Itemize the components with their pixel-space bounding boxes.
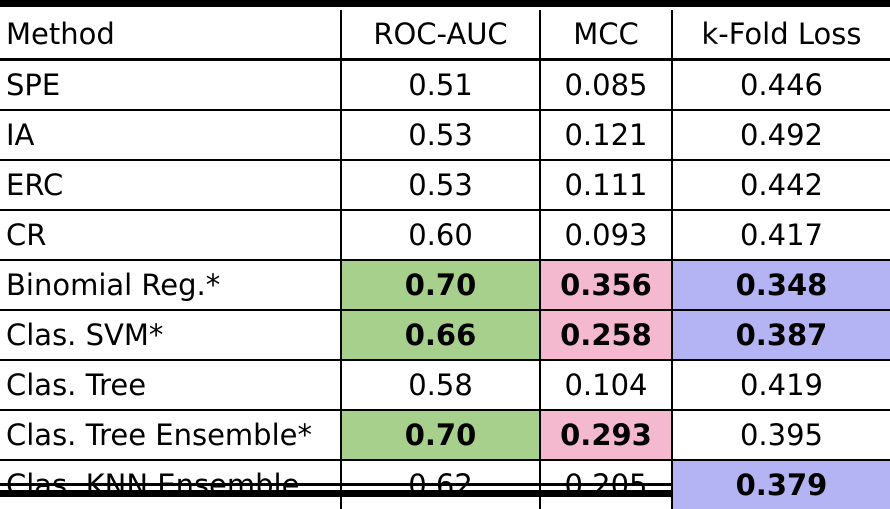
- table-row: Binomial Reg.* 0.70 0.356 0.348: [0, 259, 890, 310]
- kfold-cell-best: 0.348: [671, 259, 890, 310]
- kfold-cell: 0.492: [671, 109, 890, 160]
- kfold-cell: 0.417: [671, 209, 890, 260]
- kfold-cell: 0.395: [671, 409, 890, 460]
- mcc-cell-best: 0.258: [539, 309, 672, 360]
- method-cell: SPE: [6, 68, 61, 102]
- table-row: ERC 0.53 0.111 0.442: [0, 159, 890, 210]
- roc-auc-cell-best: 0.70: [340, 259, 540, 310]
- method-cell: IA: [0, 109, 341, 160]
- roc-auc-cell: 0.62: [340, 459, 540, 509]
- kfold-cell-best: 0.387: [671, 309, 890, 360]
- roc-auc-cell: 0.60: [340, 209, 540, 260]
- mcc-cell: 0.121: [539, 109, 672, 160]
- mcc-cell-best: 0.293: [539, 409, 672, 460]
- roc-auc-cell-best: 0.70: [340, 409, 540, 460]
- method-cell: Clas. Tree: [0, 359, 341, 410]
- header-roc-auc: ROC-AUC: [340, 10, 540, 58]
- table-row: Clas. Tree Ensemble* 0.70 0.293 0.395: [0, 409, 890, 460]
- method-cell: Clas. SVM*: [0, 309, 341, 360]
- roc-auc-cell: 0.51: [340, 58, 540, 110]
- mcc-cell: 0.111: [539, 159, 672, 210]
- mcc-cell: 0.093: [539, 209, 672, 260]
- header-method: Method: [6, 17, 115, 51]
- mcc-cell-best: 0.356: [539, 259, 672, 310]
- table-row: SPE 0.51 0.085 0.446: [0, 58, 890, 110]
- kfold-cell: 0.419: [671, 359, 890, 410]
- table-row: Clas. KNN Ensemble 0.62 0.205 0.379: [0, 459, 890, 509]
- mcc-cell: 0.085: [539, 58, 672, 110]
- table-row: Clas. SVM* 0.66 0.258 0.387: [0, 309, 890, 360]
- top-rule: [0, 0, 890, 7]
- kfold-cell: 0.446: [671, 58, 890, 110]
- roc-auc-cell-best: 0.66: [340, 309, 540, 360]
- header-row: Method ROC-AUC MCC k-Fold Loss: [0, 10, 890, 58]
- table-row: IA 0.53 0.121 0.492: [0, 109, 890, 160]
- method-cell: Clas. KNN Ensemble: [0, 459, 341, 509]
- roc-auc-cell: 0.58: [340, 359, 540, 410]
- kfold-cell: 0.442: [671, 159, 890, 210]
- table-row: Clas. Tree 0.58 0.104 0.419: [0, 359, 890, 410]
- method-cell: Binomial Reg.*: [0, 259, 341, 310]
- roc-auc-cell: 0.53: [340, 109, 540, 160]
- mcc-cell: 0.104: [539, 359, 672, 410]
- mcc-cell: 0.205: [539, 459, 672, 509]
- table-row: CR 0.60 0.093 0.417: [0, 209, 890, 260]
- roc-auc-cell: 0.53: [340, 159, 540, 210]
- header-kfold-loss: k-Fold Loss: [671, 10, 890, 58]
- results-table: Method ROC-AUC MCC k-Fold Loss SPE 0.51 …: [0, 10, 890, 509]
- kfold-cell-best: 0.379: [671, 459, 890, 509]
- header-mcc: MCC: [539, 10, 672, 58]
- method-cell: CR: [0, 209, 341, 260]
- method-cell: Clas. Tree Ensemble*: [0, 409, 341, 460]
- method-cell: ERC: [0, 159, 341, 210]
